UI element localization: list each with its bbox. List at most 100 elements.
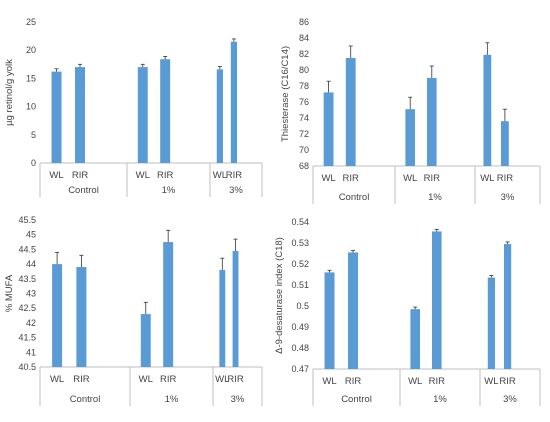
bar-Control-WL xyxy=(323,92,334,166)
y-tick-label: 0.5 xyxy=(296,301,309,311)
group-label: 3% xyxy=(231,394,245,405)
y-tick-label: 25 xyxy=(26,17,36,27)
bar-3%-RIR xyxy=(501,121,509,166)
group-label: 1% xyxy=(165,394,179,405)
bar-Control-WL xyxy=(324,272,335,369)
y-tick-label: 15 xyxy=(26,73,36,83)
y-tick-label: 68 xyxy=(299,161,309,171)
category-label: RIR xyxy=(227,374,244,385)
bar-Control-RIR xyxy=(348,252,359,369)
category-label: RIR xyxy=(497,173,514,184)
category-label: RIR xyxy=(499,376,516,387)
bar-3%-RIR xyxy=(504,244,512,369)
y-tick-label: 45 xyxy=(26,230,36,240)
chart-panel-2: 68 70 72 74 76 78 80 82 84 86 Thiesterase (C16/C14… xyxy=(280,17,541,204)
y-tick-label: 74 xyxy=(299,113,309,123)
y-tick-label: 0.51 xyxy=(291,280,309,290)
bar-1%-RIR xyxy=(432,231,442,369)
group-label: 3% xyxy=(503,394,517,405)
category-label: RIR xyxy=(160,374,177,385)
bar-Control-WL xyxy=(52,264,63,367)
y-tick-label: 0.54 xyxy=(291,217,309,227)
bar-3%-RIR xyxy=(232,250,239,367)
bar-3%-WL xyxy=(216,69,223,163)
category-label: WL xyxy=(139,374,153,385)
bar-1%-RIR xyxy=(163,242,174,367)
y-tick-label: 43 xyxy=(26,289,36,299)
bar-Control-RIR xyxy=(345,58,356,166)
bar-1%-WL xyxy=(405,109,415,166)
bar-3%-WL xyxy=(487,277,495,369)
category-label: RIR xyxy=(157,170,174,181)
y-tick-label: 40.5 xyxy=(18,362,36,372)
category-label: RIR xyxy=(343,173,360,184)
y-tick-label: 0.48 xyxy=(291,343,309,353)
chart-panel-4: 0.47 0.48 0.49 0.5 0.51 0.52 0.53 0.54 Δ-9-desat… xyxy=(274,217,541,406)
group-label: Control xyxy=(68,185,99,196)
category-label: WL xyxy=(321,173,335,184)
bar-1%-WL xyxy=(410,309,420,369)
bar-1%-WL xyxy=(137,67,148,163)
group-label: 1% xyxy=(162,185,176,196)
bar-Control-WL xyxy=(51,71,62,163)
bar-Control-RIR xyxy=(76,267,87,367)
category-label: RIR xyxy=(73,374,90,385)
category-label: RIR xyxy=(345,376,362,387)
y-tick-label: 41.5 xyxy=(18,333,36,343)
bar-3%-RIR xyxy=(230,41,238,163)
y-tick-label: 82 xyxy=(299,49,309,59)
y-tick-label: 72 xyxy=(299,129,309,139)
y-tick-label: 41 xyxy=(26,347,36,357)
group-label: Control xyxy=(70,394,101,405)
y-axis-title: Thiesterase (C16/C14) xyxy=(280,46,291,142)
category-label: WL xyxy=(480,173,494,184)
category-label: WL xyxy=(136,170,150,181)
y-tick-label: 86 xyxy=(299,17,309,27)
category-label: RIR xyxy=(72,170,89,181)
bar-3%-WL xyxy=(219,269,226,367)
y-tick-label: 10 xyxy=(26,102,36,112)
y-tick-label: 78 xyxy=(299,81,309,91)
category-label: WL xyxy=(49,170,63,181)
y-tick-label: 45.5 xyxy=(18,215,36,225)
y-axis-title: % MUFA xyxy=(4,274,15,312)
category-label: RIR xyxy=(226,170,243,181)
chart-panel-1: 0 5 10 15 20 25 µg retinol/g yolk WL RIR Control W… xyxy=(4,17,263,197)
y-tick-label: 0.53 xyxy=(291,238,309,248)
bar-Control-RIR xyxy=(75,67,86,163)
bar-1%-RIR xyxy=(160,59,171,163)
category-label: WL xyxy=(50,374,64,385)
category-label: WL xyxy=(484,376,498,387)
bar-1%-RIR xyxy=(427,78,437,166)
y-tick-label: 0.52 xyxy=(291,259,309,269)
group-label: 3% xyxy=(229,185,243,196)
y-tick-label: 43.5 xyxy=(18,274,36,284)
category-label: RIR xyxy=(429,376,446,387)
bar-3%-WL xyxy=(483,54,492,166)
group-label: Control xyxy=(339,192,370,203)
category-label: WL xyxy=(408,376,422,387)
y-tick-label: 70 xyxy=(299,145,309,155)
y-tick-label: 80 xyxy=(299,65,309,75)
y-tick-label: 5 xyxy=(31,130,36,140)
y-tick-label: 76 xyxy=(299,97,309,107)
y-tick-label: 42 xyxy=(26,318,36,328)
group-label: 1% xyxy=(428,192,442,203)
y-tick-label: 0 xyxy=(31,158,36,168)
y-tick-label: 84 xyxy=(299,33,309,43)
y-tick-label: 44.5 xyxy=(18,244,36,254)
chart-panel-3: 40.5 41 41.5 42 42.5 43 43.5 44 44.5 45 45.5 % MUFA… xyxy=(4,215,263,406)
category-label: RIR xyxy=(424,173,441,184)
y-tick-label: 42.5 xyxy=(18,303,36,313)
category-label: WL xyxy=(215,374,229,385)
bar-1%-WL xyxy=(140,314,151,367)
y-tick-label: 44 xyxy=(26,259,36,269)
y-tick-label: 20 xyxy=(26,45,36,55)
group-label: 3% xyxy=(501,192,515,203)
y-tick-label: 0.47 xyxy=(291,364,309,374)
y-axis-title: Δ-9-desaturase index (C18) xyxy=(274,237,285,354)
y-axis-title: µg retinol/g yolk xyxy=(4,59,15,126)
group-label: 1% xyxy=(433,394,447,405)
category-label: WL xyxy=(403,173,417,184)
